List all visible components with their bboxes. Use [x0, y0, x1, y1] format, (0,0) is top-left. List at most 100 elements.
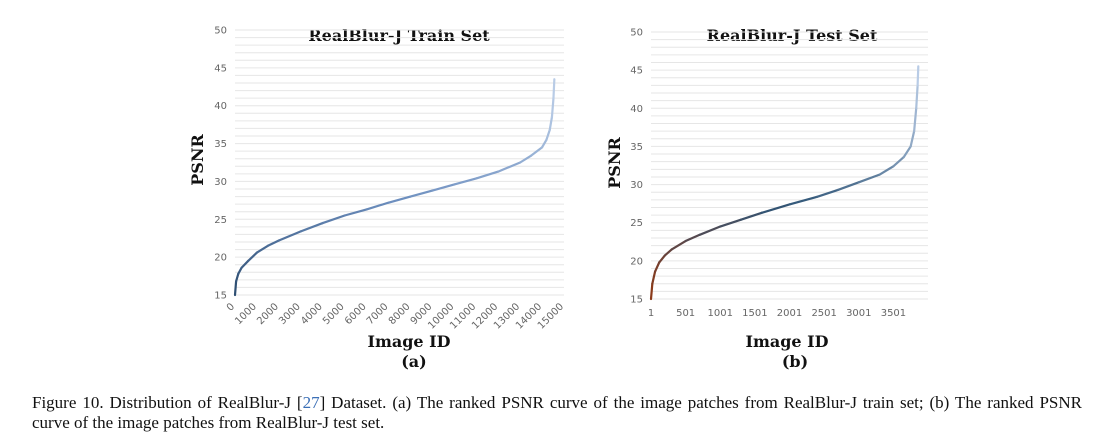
chart-b-title: RealBlur-J Test Set	[707, 26, 878, 45]
series-segment	[857, 173, 881, 184]
chart-a-grid	[235, 29, 564, 296]
series-segment	[365, 201, 390, 211]
x-tick-label: 1501	[742, 308, 767, 319]
series-segment	[545, 128, 551, 141]
y-tick-label: 50	[630, 28, 643, 39]
series-segment	[233, 280, 238, 297]
citation-link[interactable]: 27	[302, 393, 320, 412]
series-segment	[519, 154, 533, 164]
chart-a-title: RealBlur-J Train Set	[308, 26, 490, 45]
series-segment	[788, 195, 819, 206]
series-segment	[653, 261, 661, 273]
series-segment	[550, 97, 555, 119]
chart-b-y-axis-label: PSNR	[605, 137, 624, 189]
series-segment	[916, 65, 920, 87]
series-segment	[909, 130, 916, 148]
chart-a-y-axis-label: PSNR	[188, 134, 207, 186]
series-segment	[255, 244, 269, 254]
x-tick-label: 5000	[321, 301, 347, 327]
series-segment	[892, 156, 905, 168]
series-segment	[552, 78, 556, 100]
series-segment	[878, 165, 895, 176]
y-tick-label: 40	[630, 104, 643, 115]
x-tick-label: 1000	[233, 301, 259, 327]
x-tick-label: 7000	[365, 301, 391, 327]
series-segment	[321, 214, 346, 225]
x-tick-label: 2001	[777, 308, 802, 319]
x-tick-label: 6000	[343, 301, 369, 327]
x-tick-label: 3501	[881, 308, 906, 319]
figure-caption: Figure 10. Distribution of RealBlur-J [2…	[32, 393, 1082, 433]
x-tick-label: 2000	[255, 301, 281, 327]
x-tick-label: 0	[225, 301, 237, 313]
series-segment	[529, 146, 544, 157]
x-tick-label: 3001	[846, 308, 871, 319]
chart-a-sublabel: (a)	[401, 352, 427, 371]
y-tick-label: 50	[214, 26, 227, 37]
chart-a-x-ticks: 0100020003000400050006000700080009000100…	[225, 301, 566, 331]
series-segment	[670, 239, 687, 251]
series-segment	[698, 225, 722, 237]
chart-b-sublabel: (b)	[782, 352, 808, 371]
series-segment	[266, 239, 280, 247]
series-segment	[913, 107, 918, 133]
y-tick-label: 45	[630, 66, 643, 77]
chart-a-x-axis-label: Image ID	[367, 332, 450, 351]
x-tick-label: 501	[676, 308, 695, 319]
series-segment	[277, 230, 302, 242]
x-tick-label: 8000	[387, 301, 413, 327]
y-tick-label: 25	[214, 215, 227, 226]
series-segment	[247, 251, 259, 263]
series-segment	[816, 188, 840, 198]
y-tick-label: 30	[630, 180, 643, 191]
series-segment	[915, 84, 919, 110]
series-segment	[540, 138, 548, 149]
series-segment	[240, 259, 250, 269]
caption-suffix: ] Dataset. (a) The ranked PSNR curve of …	[32, 393, 1082, 432]
x-tick-label: 1	[648, 308, 654, 319]
x-tick-label: 1001	[708, 308, 733, 319]
series-segment	[663, 248, 673, 257]
series-segment	[651, 270, 657, 285]
series-segment	[497, 161, 522, 173]
series-segment	[409, 189, 434, 198]
y-tick-label: 20	[214, 253, 227, 264]
chart-b-y-ticks: 15 20 25 30 35 40 45 50	[630, 28, 643, 306]
series-segment	[649, 282, 654, 301]
y-tick-label: 15	[214, 291, 227, 302]
series-segment	[719, 218, 743, 228]
chart-a-series	[233, 78, 556, 297]
y-tick-label: 20	[630, 256, 643, 267]
series-segment	[453, 177, 478, 186]
y-tick-label: 25	[630, 218, 643, 229]
series-segment	[387, 195, 412, 204]
series-segment	[431, 183, 456, 192]
y-tick-label: 15	[630, 295, 643, 306]
chart-b-x-axis-label: Image ID	[745, 332, 828, 351]
series-segment	[548, 115, 554, 132]
series-segment	[658, 254, 666, 264]
caption-prefix: Figure 10. Distribution of RealBlur-J [	[32, 393, 303, 412]
x-tick-label: 4000	[299, 301, 325, 327]
chart-b-series	[649, 65, 920, 301]
x-tick-label: 3000	[277, 301, 303, 327]
series-segment	[299, 221, 324, 233]
series-segment	[739, 211, 763, 221]
series-segment	[237, 266, 243, 275]
chart-b-grid	[651, 31, 928, 300]
x-tick-label: 2501	[811, 308, 836, 319]
series-segment	[760, 203, 791, 214]
series-segment	[902, 145, 912, 159]
y-tick-label: 30	[214, 177, 227, 188]
chart-train-set: RealBlur-J Train Set 15 20 25 30 35 40 45 50 01…	[188, 26, 566, 372]
series-segment	[234, 272, 240, 283]
series-segment	[684, 233, 701, 243]
series-segment	[343, 208, 368, 217]
chart-b-x-ticks: 1 501 1001 1501 2001 2501 3001 3501	[648, 308, 906, 319]
series-segment	[836, 181, 860, 192]
y-tick-label: 35	[214, 139, 227, 150]
y-tick-label: 40	[214, 101, 227, 112]
y-tick-label: 35	[630, 142, 643, 153]
